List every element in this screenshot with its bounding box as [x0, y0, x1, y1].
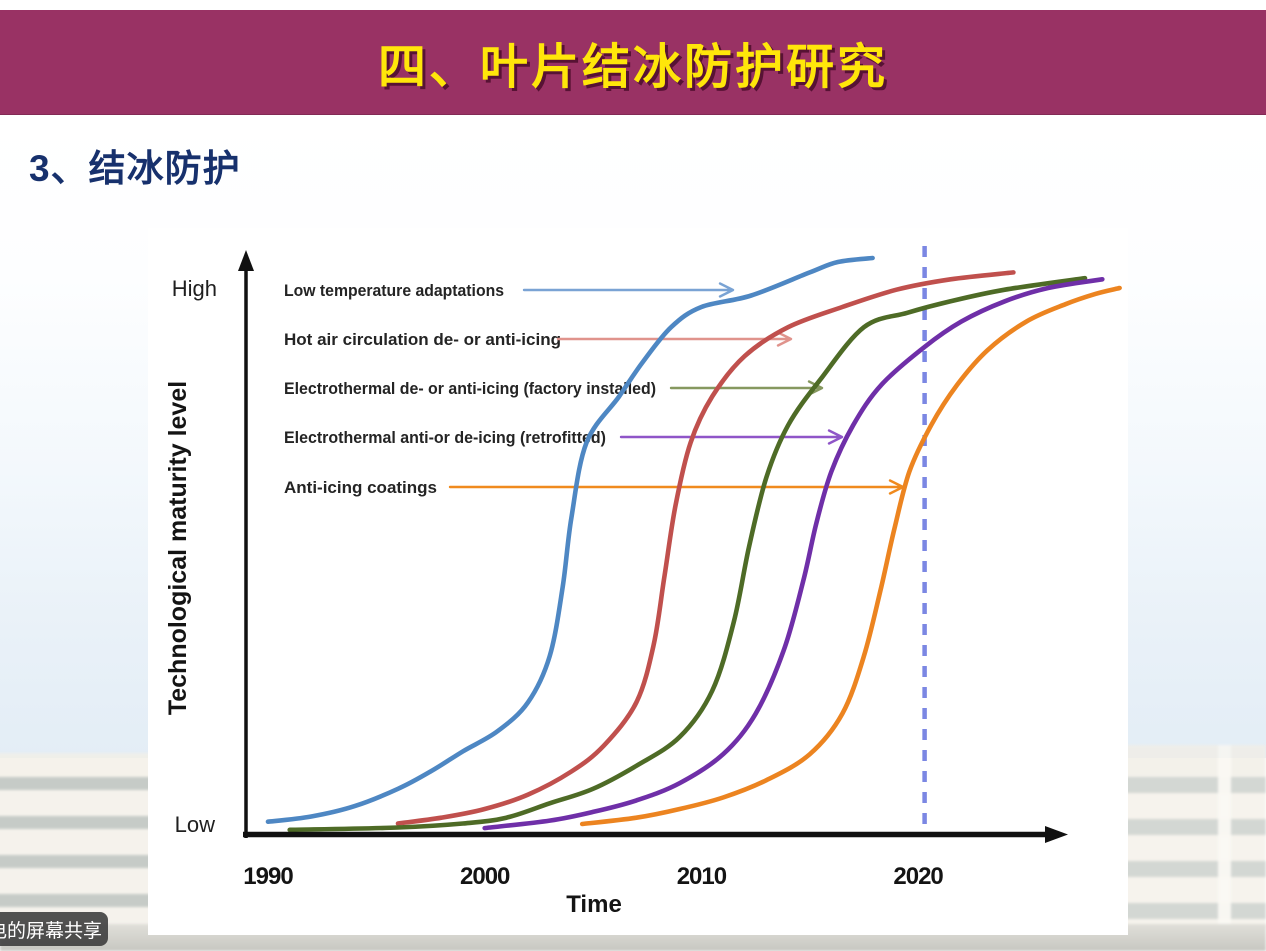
- section-heading: 3、结冰防护: [29, 148, 241, 189]
- series-curve-hot-air-circulation-de-or-anti-i: [395, 270, 1016, 826]
- legend-arrow-low-temperature-adaptations: [522, 282, 735, 298]
- legend-arrow-hot-air-circulation-de-or-anti-i: [556, 331, 793, 347]
- legend-label-hot-air-circulation-de-or-anti-i: Hot air circulation de- or anti-icing: [284, 330, 561, 349]
- x-tick-label-2000: 2000: [460, 863, 510, 890]
- chart-panel: Low temperature adaptations Hot air circu…: [148, 228, 1128, 935]
- screen-share-badge: 电的屏幕共享: [0, 912, 108, 946]
- y-axis-title: Technological maturity level: [164, 381, 192, 715]
- x-tick-label-1990: 1990: [243, 863, 293, 890]
- legend-arrow-electrothermal-anti-or-de-icing-: [619, 429, 844, 445]
- x-axis-arrowhead: [1045, 826, 1068, 843]
- y-high-label: High: [172, 276, 217, 301]
- legend-label-anti-icing-coatings: Anti-icing coatings: [284, 478, 437, 497]
- slide-title-banner: 四、叶片结冰防护研究: [0, 10, 1266, 115]
- maturity-chart: Low temperature adaptations Hot air circu…: [164, 246, 1122, 918]
- series-curve-electrothermal-anti-or-de-icing-: [482, 277, 1105, 831]
- legend-label-electrothermal-anti-or-de-icing-: Electrothermal anti-or de-icing (retrofi…: [284, 428, 606, 447]
- y-low-label: Low: [175, 812, 215, 837]
- background-building-left: [0, 753, 152, 929]
- slide-title: 四、叶片结冰防护研究: [377, 41, 888, 94]
- x-tick-label-2020: 2020: [893, 863, 943, 890]
- x-tick-label-2010: 2010: [677, 863, 727, 890]
- legend-label-electrothermal-de-or-anti-icing-: Electrothermal de- or anti-icing (factor…: [284, 379, 656, 398]
- series-curve-low-temperature-adaptations: [265, 255, 875, 824]
- legend-arrow-electrothermal-de-or-anti-icing-: [669, 380, 824, 396]
- background-building-right: [1106, 745, 1266, 929]
- series-curve-electrothermal-de-or-anti-icing-: [287, 275, 1088, 833]
- legend-label-low-temperature-adaptations: Low temperature adaptations: [284, 281, 504, 300]
- y-axis-arrowhead: [238, 250, 254, 271]
- x-axis-title: Time: [566, 891, 622, 918]
- series-curve-anti-icing-coatings: [579, 285, 1122, 827]
- screen-share-badge-text: 电的屏幕共享: [0, 920, 102, 942]
